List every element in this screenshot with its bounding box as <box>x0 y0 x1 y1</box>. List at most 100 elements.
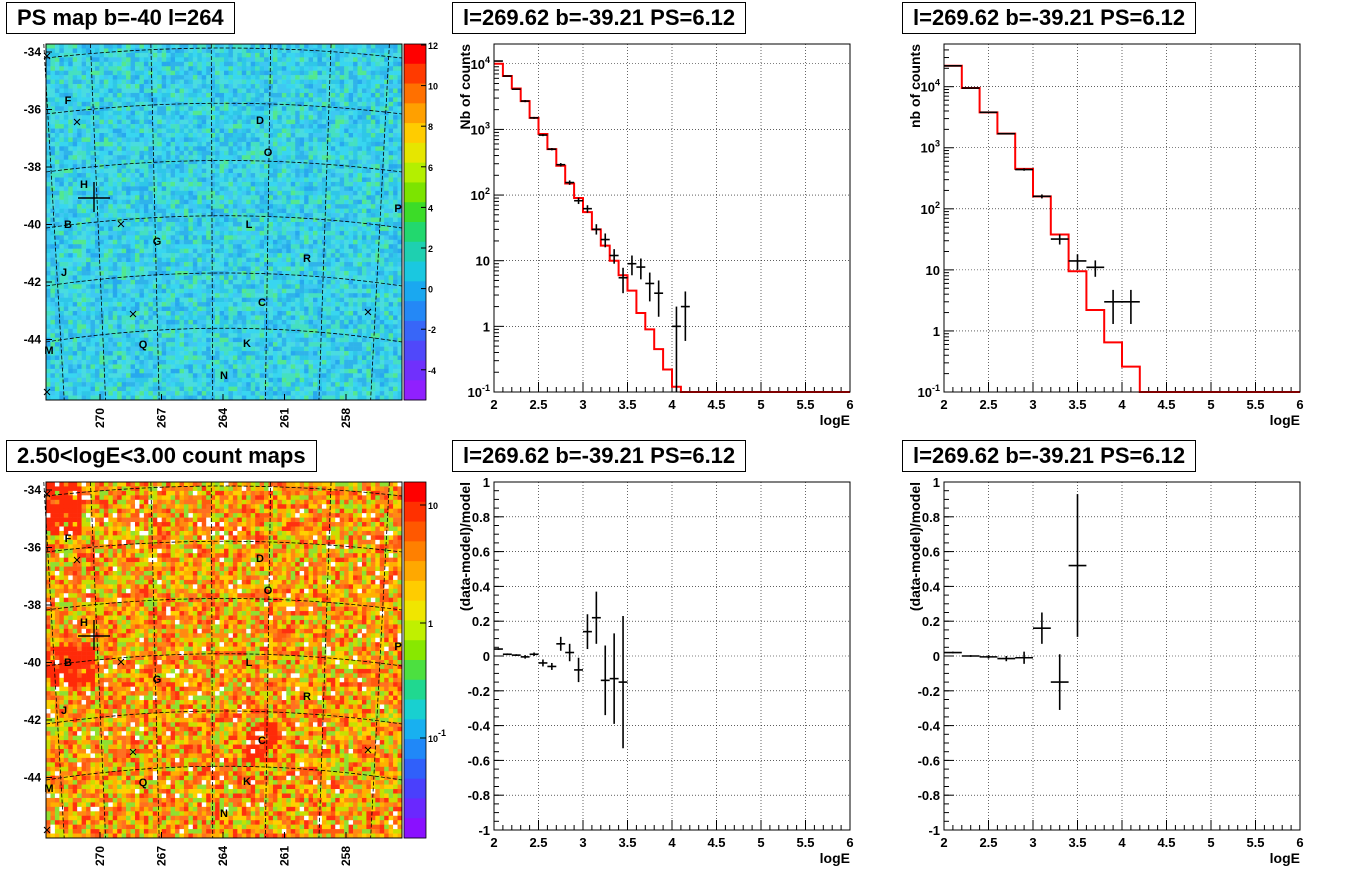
colorbar-segment <box>404 281 426 301</box>
map-l-tick-label: 261 <box>278 408 292 428</box>
source-label: N <box>220 808 228 820</box>
x-tick-label: 6 <box>846 835 853 850</box>
data-point <box>503 76 512 77</box>
colorbar-tick-label: 1 <box>428 619 433 629</box>
source-label: J <box>61 267 67 279</box>
source-label: G <box>153 236 162 248</box>
colorbar-segment <box>404 700 426 720</box>
source-label: C <box>258 735 266 747</box>
colorbar-segment <box>404 301 426 321</box>
source-label: K <box>243 338 251 350</box>
source-label: R <box>303 253 311 265</box>
source-label: D <box>256 115 264 127</box>
map-b-tick-label: -36 <box>24 541 42 555</box>
y-tick-label: 0 <box>933 649 940 664</box>
colorbar-segment <box>404 739 426 759</box>
map-b-tick-label: -42 <box>24 713 42 727</box>
data-point <box>539 134 548 136</box>
x-tick-label: 2.5 <box>979 397 997 412</box>
x-tick-label: 5 <box>757 835 764 850</box>
colorbar-segment <box>404 341 426 361</box>
source-label: O <box>264 147 273 159</box>
y-tick-label: 1 <box>933 475 940 490</box>
colorbar-segment <box>404 143 426 163</box>
source-label: Q <box>139 777 148 789</box>
colorbar-tick-label: 4 <box>428 203 433 213</box>
colorbar-tick-label: 2 <box>428 244 433 254</box>
x-tick-label: 2 <box>490 835 497 850</box>
x-tick-label: 5.5 <box>1246 397 1264 412</box>
x-tick-label: 3.5 <box>618 397 636 412</box>
source-label: N <box>220 370 228 382</box>
x-tick-label: 2 <box>940 835 947 850</box>
y-tick-label: -1 <box>928 823 940 838</box>
data-point <box>997 133 1015 134</box>
colorbar-segment <box>404 482 426 502</box>
x-tick-label: 3 <box>579 397 586 412</box>
source-label: L <box>246 657 253 669</box>
data-point <box>521 100 530 102</box>
map-b-tick-label: -40 <box>24 656 42 670</box>
source-label: F <box>65 95 72 107</box>
y-tick-label: 0.6 <box>472 545 490 560</box>
colorbar-segment <box>404 719 426 739</box>
colorbar-segment <box>404 182 426 202</box>
colorbar-tick-label: 10 <box>428 82 438 92</box>
y-axis-label: (data-model)/model <box>457 482 473 611</box>
y-tick-label: -0.4 <box>918 719 941 734</box>
map-b-tick-label: -36 <box>24 103 42 117</box>
source-label: L <box>246 219 253 231</box>
map-l-tick-label: 258 <box>339 408 353 428</box>
x-tick-label: 5.5 <box>1246 835 1264 850</box>
y-tick-label: 0.2 <box>472 614 490 629</box>
y-tick-label: 10-1 <box>918 383 940 400</box>
y-tick-label: -1 <box>478 823 490 838</box>
y-tick-label: 0.4 <box>922 579 941 594</box>
y-tick-label: -0.4 <box>468 719 491 734</box>
map-l-tick-label: 267 <box>155 408 169 428</box>
data-point <box>980 112 998 113</box>
colorbar-segment <box>404 202 426 222</box>
map-b-tick-label: -38 <box>24 160 42 174</box>
map-b-tick-label: -40 <box>24 218 42 232</box>
y-tick-label: -0.2 <box>918 684 940 699</box>
x-tick-label: 2.5 <box>529 397 547 412</box>
x-tick-label: 3 <box>1029 835 1036 850</box>
x-tick-label: 4 <box>1118 397 1126 412</box>
y-tick-label: 0 <box>483 649 490 664</box>
source-label: Q <box>139 339 148 351</box>
map-b-tick-label: -34 <box>24 45 42 59</box>
y-axis-label: Nb of counts <box>457 44 473 130</box>
colorbar-segment <box>404 321 426 341</box>
source-label: D <box>256 553 264 565</box>
x-tick-label: 5 <box>1207 397 1214 412</box>
x-tick-label: 4.5 <box>707 835 725 850</box>
y-tick-label: -0.8 <box>468 788 490 803</box>
y-tick-label: 103 <box>471 120 490 137</box>
y-tick-label: 10 <box>476 254 490 269</box>
colorbar-segment <box>404 222 426 242</box>
colorbar-segment <box>404 759 426 779</box>
map-b-tick-label: -44 <box>24 771 42 785</box>
map-l-tick-label: 258 <box>339 846 353 866</box>
data-point <box>962 88 980 89</box>
colorbar-segment <box>404 541 426 561</box>
x-axis-label: logE <box>1270 412 1300 428</box>
x-tick-label: 4.5 <box>1157 835 1175 850</box>
x-tick-label: 2 <box>490 397 497 412</box>
colorbar-tick-label: -4 <box>428 366 436 376</box>
y-tick-label: -0.8 <box>918 788 940 803</box>
source-label: O <box>264 585 273 597</box>
data-point <box>944 652 962 654</box>
x-axis-label: logE <box>1270 850 1300 866</box>
x-tick-label: 5.5 <box>796 397 814 412</box>
colorbar-segment <box>404 44 426 64</box>
colorbar-segment <box>404 242 426 262</box>
source-label: H <box>80 617 88 629</box>
